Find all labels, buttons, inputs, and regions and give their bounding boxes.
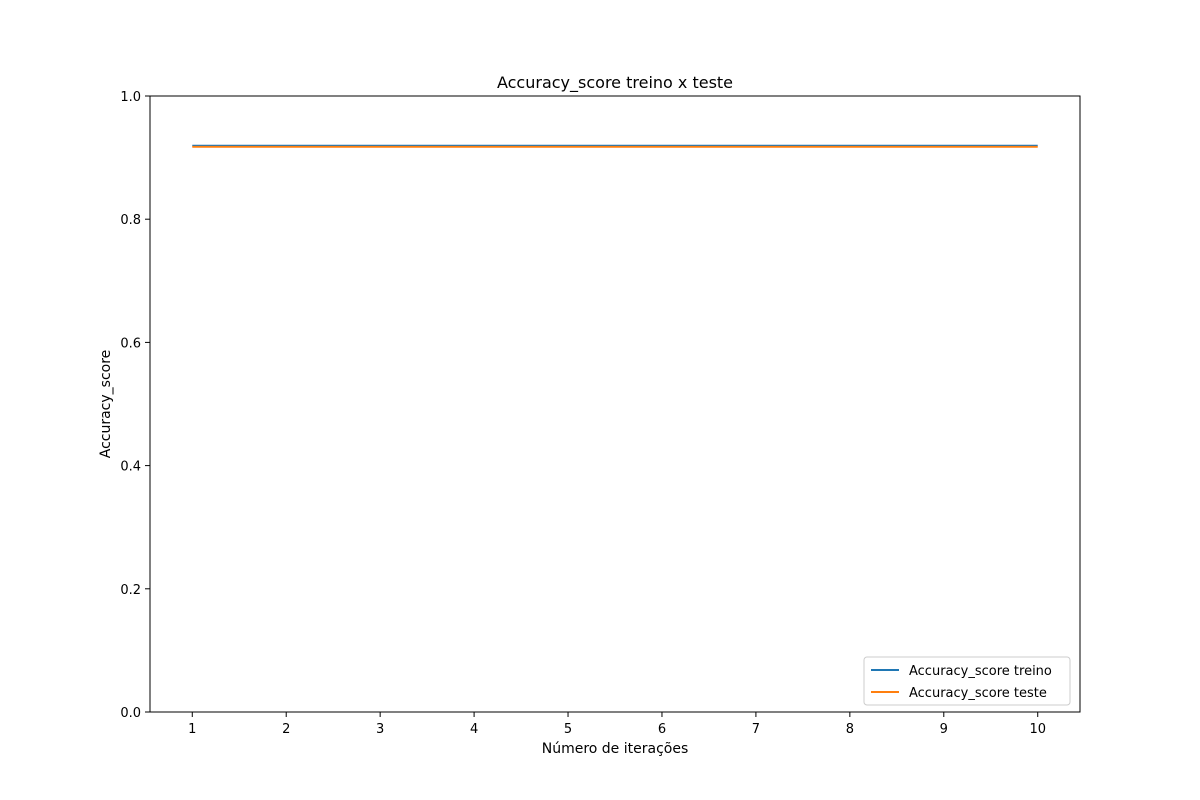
y-tick-label: 1.0 (120, 90, 141, 105)
x-tick-label: 10 (1029, 722, 1046, 737)
y-axis-label: Accuracy_score (98, 350, 114, 459)
x-tick-label: 5 (564, 722, 572, 737)
x-axis-label: Número de iterações (542, 741, 689, 757)
x-tick-label: 4 (470, 722, 478, 737)
x-tick-label: 6 (658, 722, 666, 737)
x-tick-label: 7 (752, 722, 760, 737)
plot-frame (149, 95, 1081, 713)
chart-title: Accuracy_score treino x teste (497, 73, 733, 93)
y-axis: 0.0 0.2 0.4 0.6 0.8 1.0 (120, 90, 150, 721)
x-tick-label: 8 (846, 722, 854, 737)
legend-label: Accuracy_score treino (909, 664, 1052, 679)
y-tick-label: 0.8 (120, 213, 141, 228)
x-tick-label: 1 (188, 722, 196, 737)
y-tick-label: 0.4 (120, 460, 141, 475)
series-layer (192, 144, 1038, 148)
legend-label: Accuracy_score teste (909, 686, 1047, 701)
plot-area (150, 96, 1080, 712)
y-tick-label: 0.6 (120, 336, 141, 351)
x-tick-label: 9 (940, 722, 948, 737)
legend-box (863, 656, 1071, 706)
x-tick-label: 3 (376, 722, 384, 737)
y-tick-label: 0.0 (120, 706, 141, 721)
x-tick-label: 2 (282, 722, 290, 737)
legend: Accuracy_score treino Accuracy_score test… (863, 656, 1071, 706)
y-tick-label: 0.2 (120, 583, 141, 598)
x-axis: 1 2 3 4 5 6 7 8 9 10 (188, 712, 1046, 737)
